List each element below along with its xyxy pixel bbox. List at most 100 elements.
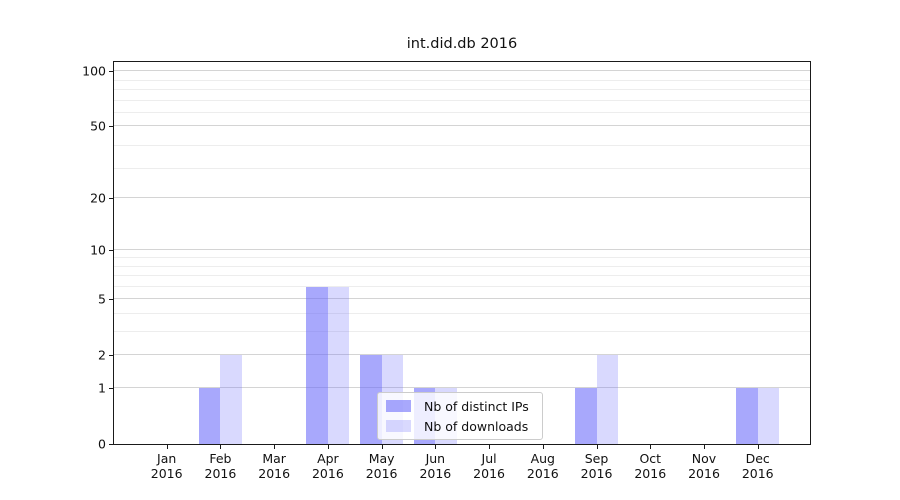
- x-tick-month: Jun: [425, 451, 446, 466]
- y-axis-tick: [109, 249, 114, 251]
- x-tick-month: Nov: [691, 451, 717, 466]
- x-tick-month: Apr: [317, 451, 339, 466]
- legend-item-distinct-ips: Nb of distinct IPs: [378, 398, 542, 414]
- x-axis-tick-label: Mar 2016: [242, 451, 306, 482]
- bar-sep-series1: [596, 355, 619, 444]
- x-tick-year: 2016: [526, 466, 559, 482]
- legend: Nb of distinct IPs Nb of downloads: [377, 392, 543, 440]
- x-axis-tick: [435, 444, 437, 449]
- x-axis-tick-label: Aug 2016: [511, 451, 575, 482]
- x-tick-month: Aug: [530, 451, 555, 466]
- minor-gridline: [114, 275, 810, 277]
- y-axis-tick: [109, 354, 114, 356]
- minor-gridline: [114, 145, 810, 147]
- y-axis-tick-label: 0: [98, 436, 106, 452]
- x-axis-tick-label: Jan 2016: [135, 451, 199, 482]
- y-axis-tick: [109, 298, 114, 300]
- major-gridline: [114, 354, 810, 356]
- x-tick-year: 2016: [688, 466, 720, 482]
- x-tick-year: 2016: [580, 466, 613, 482]
- legend-swatch-downloads: [386, 420, 411, 432]
- x-axis-tick-label: Jul 2016: [457, 451, 521, 482]
- x-tick-month: Feb: [209, 451, 232, 466]
- x-axis-tick-label: Dec 2016: [726, 451, 790, 482]
- bar-dec-series1: [757, 388, 780, 444]
- major-gridline: [114, 387, 810, 389]
- x-axis-tick: [489, 444, 491, 449]
- bar-dec-series0: [736, 388, 758, 444]
- x-axis-tick: [757, 444, 759, 449]
- x-axis-tick: [596, 444, 598, 449]
- y-axis-tick-label: 20: [90, 190, 106, 206]
- x-axis-tick: [166, 444, 168, 449]
- x-tick-year: 2016: [311, 466, 344, 482]
- x-tick-month: Mar: [262, 451, 286, 466]
- minor-gridline: [114, 99, 810, 101]
- x-axis-tick-label: Oct 2016: [618, 451, 682, 482]
- x-axis-tick-label: Nov 2016: [672, 451, 736, 482]
- y-axis-tick-label: 10: [90, 242, 106, 258]
- x-tick-month: Sep: [584, 451, 609, 466]
- x-tick-year: 2016: [150, 466, 183, 482]
- bar-may-series0: [360, 355, 382, 444]
- y-axis-tick: [109, 443, 114, 445]
- bar-sep-series0: [575, 388, 597, 444]
- x-tick-year: 2016: [258, 466, 291, 482]
- x-axis-tick-label: Feb 2016: [188, 451, 252, 482]
- x-tick-year: 2016: [365, 466, 398, 482]
- x-tick-month: Dec: [745, 451, 770, 466]
- legend-item-downloads: Nb of downloads: [378, 418, 542, 434]
- y-axis-tick: [109, 125, 114, 127]
- x-axis-tick: [704, 444, 705, 449]
- y-axis-tick-label: 100: [82, 63, 106, 79]
- y-axis-tick-label: 1: [98, 380, 106, 396]
- y-axis-tick: [109, 70, 114, 72]
- x-axis-tick-label: Sep 2016: [565, 451, 629, 482]
- x-tick-month: May: [368, 451, 395, 466]
- major-gridline: [114, 298, 810, 300]
- x-tick-year: 2016: [634, 466, 667, 482]
- x-tick-year: 2016: [473, 466, 505, 482]
- x-axis-tick: [381, 444, 383, 449]
- x-axis-tick: [542, 444, 544, 449]
- minor-gridline: [114, 89, 810, 91]
- major-gridline: [114, 249, 810, 251]
- chart-title: int.did.db 2016: [406, 36, 518, 52]
- x-tick-month: Jul: [481, 451, 497, 466]
- bar-feb-series0: [198, 388, 221, 444]
- y-axis-tick: [109, 387, 114, 389]
- y-axis-tick-label: 2: [98, 347, 106, 363]
- x-axis-tick: [650, 444, 652, 449]
- plot-area: [114, 62, 810, 444]
- y-axis-tick: [109, 197, 114, 199]
- major-gridline: [114, 70, 810, 72]
- minor-gridline: [114, 313, 810, 314]
- x-tick-year: 2016: [204, 466, 237, 482]
- x-axis-tick: [220, 444, 222, 449]
- x-tick-year: 2016: [741, 466, 774, 482]
- y-axis-tick-label: 5: [98, 291, 106, 307]
- minor-gridline: [114, 257, 810, 258]
- minor-gridline: [114, 265, 810, 267]
- bar-apr-series1: [327, 286, 350, 444]
- bar-apr-series0: [306, 286, 328, 444]
- legend-label-distinct-ips: Nb of distinct IPs: [424, 398, 529, 414]
- legend-label-downloads: Nb of downloads: [424, 418, 529, 434]
- minor-gridline: [114, 285, 810, 287]
- x-axis-tick-label: May 2016: [350, 451, 414, 482]
- minor-gridline: [114, 112, 810, 114]
- x-tick-year: 2016: [419, 466, 452, 482]
- bar-feb-series1: [220, 355, 242, 444]
- x-tick-month: Jan: [157, 451, 177, 466]
- x-axis-tick-label: Jun 2016: [403, 451, 467, 482]
- x-axis-tick: [274, 444, 276, 449]
- x-axis-tick-label: Apr 2016: [296, 451, 360, 482]
- major-gridline: [114, 125, 810, 127]
- x-axis-tick: [327, 444, 329, 449]
- major-gridline: [114, 197, 810, 199]
- minor-gridline: [114, 168, 810, 170]
- x-tick-month: Oct: [639, 451, 662, 466]
- legend-swatch-distinct-ips: [386, 400, 411, 412]
- minor-gridline: [114, 79, 810, 81]
